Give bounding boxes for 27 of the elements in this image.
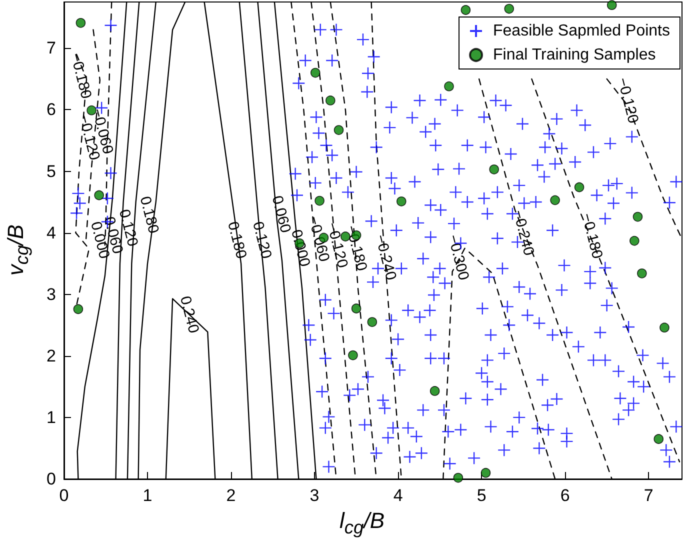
y-tick-label: 3 bbox=[46, 284, 56, 304]
annotation: −0.240 bbox=[372, 232, 400, 282]
x-tick-label: 0 bbox=[59, 486, 69, 505]
annotation: −0.300 bbox=[444, 232, 472, 282]
y-tick-label: 5 bbox=[46, 162, 56, 181]
y-tick-label: 6 bbox=[46, 100, 56, 120]
x-axis-title: l$_{cg}$/B bbox=[338, 508, 386, 538]
annotation: 0.240 bbox=[176, 294, 202, 335]
legend-label: Final Training Samples bbox=[493, 46, 656, 64]
y-tick-label: 7 bbox=[46, 38, 56, 58]
x-tick-label: 3 bbox=[310, 486, 320, 505]
y-tick-label: 4 bbox=[46, 223, 56, 242]
x-tick-label: 2 bbox=[226, 486, 236, 505]
x-tick-label: 4 bbox=[393, 486, 403, 505]
legend-label: Feasible Sapmled Points bbox=[493, 22, 670, 40]
x-tick-label: 1 bbox=[142, 486, 152, 505]
annotation: −0.120 bbox=[614, 76, 642, 126]
annotation: −0.180 bbox=[578, 211, 606, 260]
x-tick-label: 6 bbox=[560, 486, 570, 505]
annotation: −0.240 bbox=[509, 208, 538, 258]
y-tick-label: 1 bbox=[46, 408, 56, 427]
y-tick-label: 0 bbox=[46, 470, 56, 488]
x-tick-label: 5 bbox=[476, 486, 486, 505]
annotation: −0.180 bbox=[66, 51, 95, 100]
annotation: 0.180 bbox=[136, 194, 162, 236]
x-tick-label: 7 bbox=[644, 486, 654, 505]
y-tick-label: 2 bbox=[46, 346, 56, 366]
